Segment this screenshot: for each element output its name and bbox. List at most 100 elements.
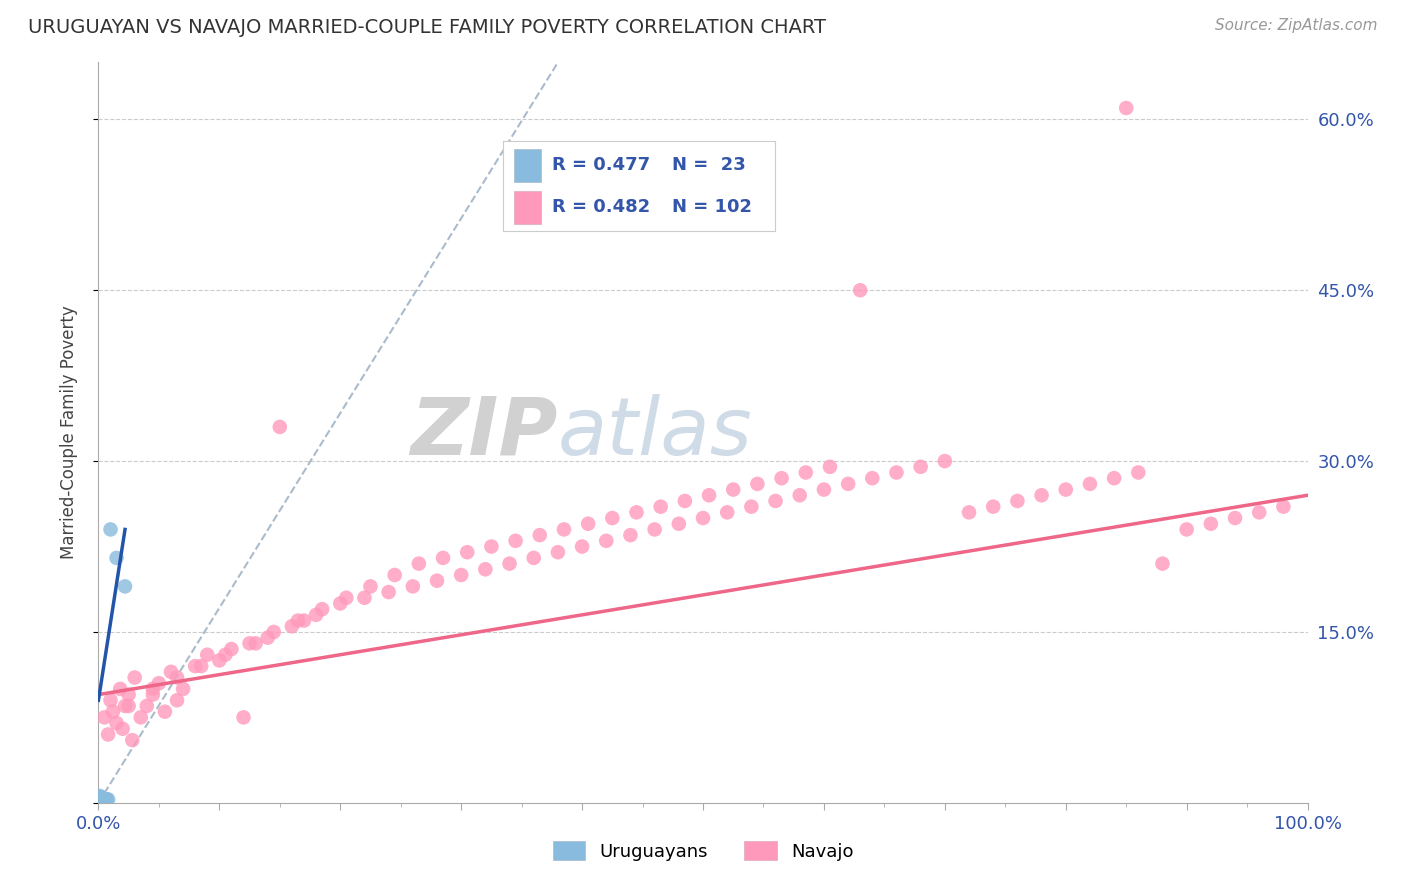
Point (450, 568, 472, 582)
Point (770, 471, 793, 485)
Point (650, 500, 672, 514)
Point (1031, 488, 1053, 502)
Point (269, 420, 291, 434)
Point (794, 466, 817, 480)
Point (547, 545, 569, 559)
Point (263, 624, 285, 639)
Point (498, 557, 520, 571)
Point (1152, 557, 1174, 571)
Point (765, 494, 787, 508)
Point (1054, 483, 1077, 497)
Text: ZIP: ZIP (411, 393, 558, 472)
Point (118, 688, 141, 702)
Point (208, 653, 231, 667)
Point (89, 789, 111, 803)
Point (910, 459, 932, 474)
Point (124, 671, 146, 685)
Point (245, 636, 267, 650)
Point (129, 710, 152, 724)
Point (256, 631, 278, 645)
Point (94, 793, 117, 807)
Point (1175, 523, 1198, 537)
Point (789, 488, 811, 502)
Point (1078, 476, 1101, 491)
Point (402, 579, 425, 593)
Point (91, 792, 114, 806)
Point (692, 511, 714, 525)
Point (886, 466, 908, 480)
Point (432, 550, 454, 565)
Point (576, 516, 599, 531)
Point (595, 533, 617, 548)
Point (644, 523, 666, 537)
Point (160, 665, 183, 679)
Point (121, 733, 143, 747)
Point (89, 790, 111, 805)
Point (90, 793, 112, 807)
Text: N =  23: N = 23 (672, 156, 745, 175)
Point (97, 792, 120, 806)
Point (673, 494, 696, 508)
Point (142, 681, 165, 696)
Point (89, 791, 111, 805)
Point (740, 500, 762, 514)
Point (619, 528, 641, 542)
Point (91, 792, 114, 806)
Point (426, 574, 449, 588)
Point (184, 659, 207, 673)
Point (148, 676, 170, 690)
Point (311, 602, 333, 616)
Point (93, 793, 115, 807)
Point (1249, 505, 1271, 519)
Point (94, 792, 117, 806)
Point (96, 792, 118, 806)
Point (90, 792, 112, 806)
Point (860, 471, 883, 485)
Point (90, 791, 112, 805)
Point (195, 648, 218, 662)
Point (981, 500, 1004, 514)
Point (1272, 500, 1295, 514)
Point (957, 505, 980, 519)
Point (172, 681, 194, 696)
Point (1007, 494, 1029, 508)
Text: R = 0.477: R = 0.477 (551, 156, 650, 175)
Y-axis label: Married-Couple Family Poverty: Married-Couple Family Poverty (59, 306, 77, 559)
Point (305, 607, 328, 622)
Point (1223, 511, 1246, 525)
Text: atlas: atlas (558, 393, 752, 472)
Point (97, 727, 120, 741)
Point (571, 540, 593, 554)
Point (813, 483, 835, 497)
Point (523, 550, 546, 565)
Point (1128, 466, 1150, 480)
Point (626, 505, 648, 519)
Point (166, 693, 188, 707)
Point (353, 591, 375, 605)
Point (697, 488, 720, 502)
Text: R = 0.482: R = 0.482 (551, 197, 650, 216)
Point (553, 523, 575, 537)
Point (214, 648, 236, 662)
Point (232, 710, 254, 724)
Point (1102, 471, 1125, 485)
Point (135, 698, 157, 713)
Point (166, 671, 188, 685)
Point (377, 585, 399, 599)
Point (474, 562, 496, 576)
Point (1115, 101, 1137, 115)
Point (292, 614, 315, 628)
Point (105, 550, 128, 565)
Point (101, 705, 124, 719)
Point (221, 642, 243, 657)
Point (849, 283, 872, 297)
Point (91, 793, 114, 807)
Point (837, 476, 859, 491)
Point (481, 540, 503, 554)
Point (108, 681, 131, 696)
Point (408, 557, 430, 571)
Point (505, 533, 527, 548)
Point (153, 705, 176, 719)
Point (818, 459, 841, 474)
Point (114, 579, 136, 593)
